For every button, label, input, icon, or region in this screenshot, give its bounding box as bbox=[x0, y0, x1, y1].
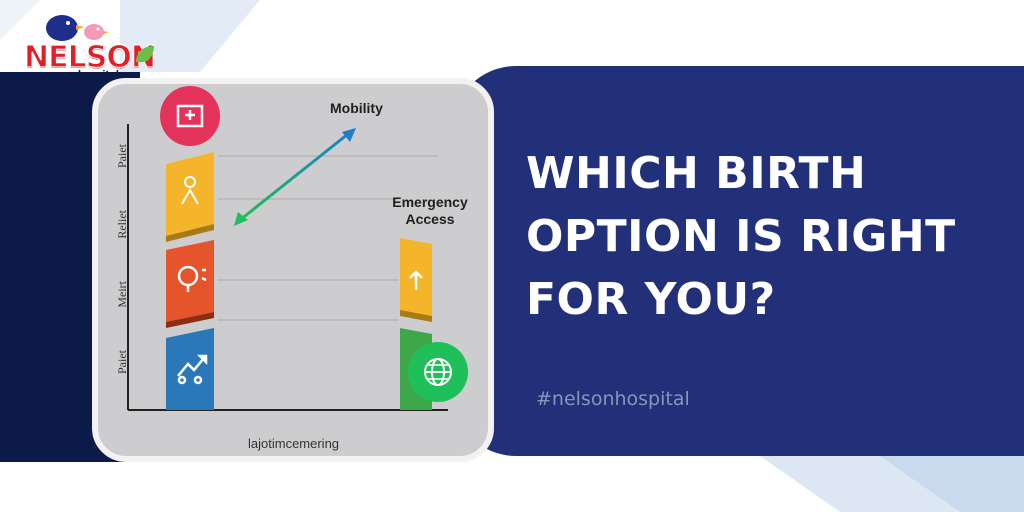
hospital-badge bbox=[160, 86, 220, 146]
blue-block bbox=[166, 328, 214, 410]
birds-icon bbox=[46, 15, 109, 41]
logo-wordmark: NELSON bbox=[23, 39, 156, 75]
lightbulb-icon bbox=[177, 265, 207, 292]
growth-icon bbox=[177, 354, 208, 385]
person-icon bbox=[181, 176, 199, 205]
emergency-access-label: Emergency Access bbox=[380, 194, 480, 228]
y-axis-label: Reliet bbox=[114, 210, 129, 239]
mobility-arrow bbox=[234, 128, 356, 226]
logo-subtitle: hospital bbox=[78, 70, 119, 80]
emergency-label-line2: Access bbox=[405, 211, 455, 227]
x-axis-label: lajotimcemering bbox=[248, 436, 340, 451]
mobility-label: Mobility bbox=[330, 100, 383, 116]
leaf-icon bbox=[136, 46, 154, 63]
orange-block bbox=[166, 240, 214, 328]
headline-line3: FOR YOU? bbox=[526, 274, 776, 325]
y-axis-label: Meirt bbox=[114, 281, 129, 308]
hashtag: #nelsonhospital bbox=[536, 388, 690, 410]
globe-badge bbox=[408, 342, 468, 402]
y-axis-labels: Paiet Reliet Meirt Paiet bbox=[112, 144, 132, 374]
y-axis-label: Paiet bbox=[114, 350, 129, 374]
headline-line1: WHICH BIRTH bbox=[526, 148, 867, 199]
headline: WHICH BIRTH OPTION IS RIGHT FOR YOU? bbox=[526, 142, 996, 331]
birth-options-illustration bbox=[127, 86, 468, 411]
nelson-hospital-logo: NELSON hospital bbox=[16, 10, 166, 80]
navy-panel-right bbox=[452, 66, 1024, 456]
headline-line2: OPTION IS RIGHT bbox=[526, 211, 956, 262]
arrow-up-icon bbox=[409, 270, 423, 290]
yellow-block bbox=[166, 152, 214, 242]
y-axis-label: Paiet bbox=[114, 144, 129, 168]
illustration-card: Mobility Emergency Access lajotimcemerin… bbox=[92, 78, 494, 462]
emergency-label-line1: Emergency bbox=[392, 194, 468, 210]
